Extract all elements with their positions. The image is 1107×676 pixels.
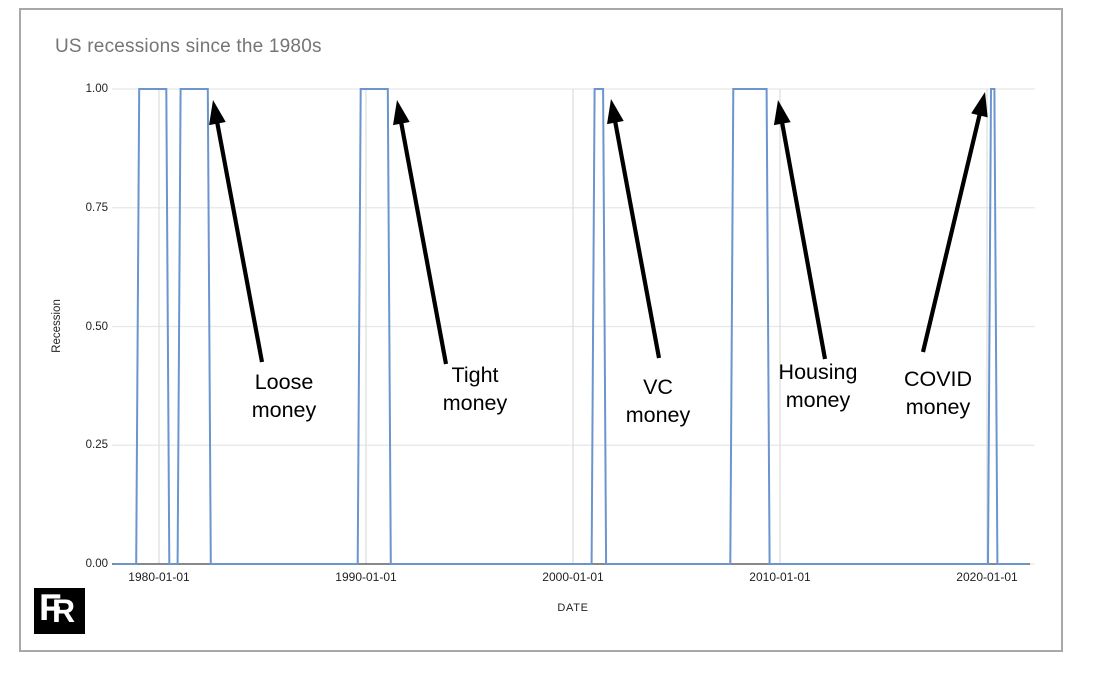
- annotation-line: money: [625, 403, 691, 427]
- y-axis-tick-label: 0.75: [85, 201, 108, 214]
- logo-letter-r: R: [52, 593, 76, 629]
- annotation-arrow-shaft: [920, 105, 984, 353]
- chart-annotation: Tight money: [400, 361, 550, 417]
- y-axis-tick-label: 1.00: [85, 83, 108, 95]
- chart-annotation: Housing money: [743, 358, 893, 414]
- x-axis-tick-label: 1980-01-01: [128, 570, 190, 584]
- annotation-arrow-head: [209, 100, 226, 126]
- logo-letter-f: F: [39, 588, 62, 628]
- x-axis-title: DATE: [557, 602, 589, 614]
- annotation-arrow-shaft: [213, 113, 265, 363]
- annotation-arrow-head: [393, 100, 410, 126]
- annotation-line: VC: [643, 375, 673, 399]
- recession-series-line: [114, 88, 1028, 565]
- y-axis-tick-label: 0.50: [85, 320, 108, 333]
- annotation-arrow-shaft: [397, 113, 449, 365]
- x-axis-tick-label: 1990-01-01: [335, 570, 397, 584]
- annotation-line: COVID: [903, 367, 973, 391]
- chart-annotation: VC money: [583, 373, 733, 429]
- annotation-line: money: [785, 388, 851, 412]
- y-axis-tick-label: 0.25: [85, 439, 108, 452]
- chart-annotation: COVID money: [863, 365, 1013, 421]
- x-axis-tick-label: 2000-01-01: [542, 570, 604, 584]
- fr-logo: F R: [34, 588, 85, 634]
- annotation-line: Tight: [451, 363, 499, 387]
- x-axis-tick-label: 2010-01-01: [749, 570, 811, 584]
- y-axis-title: Recession: [51, 299, 63, 353]
- annotation-arrow-head: [773, 100, 791, 126]
- annotation-line: money: [905, 395, 971, 419]
- annotation-line: money: [251, 398, 317, 422]
- annotation-arrow-head: [607, 99, 624, 125]
- chart-annotation: Loose money: [209, 368, 359, 424]
- annotation-line: Loose: [254, 370, 314, 394]
- annotation-line: Housing: [778, 360, 858, 384]
- annotation-line: money: [442, 391, 508, 415]
- annotation-arrow-shaft: [611, 112, 662, 359]
- annotation-arrow-head: [971, 92, 988, 118]
- chart-card: [19, 8, 1063, 652]
- x-axis-tick-label: 2020-01-01: [956, 570, 1018, 584]
- y-axis-tick-label: 0.00: [85, 558, 108, 570]
- chart-title: US recessions since the 1980s: [55, 36, 322, 57]
- annotation-arrow-shaft: [778, 113, 828, 360]
